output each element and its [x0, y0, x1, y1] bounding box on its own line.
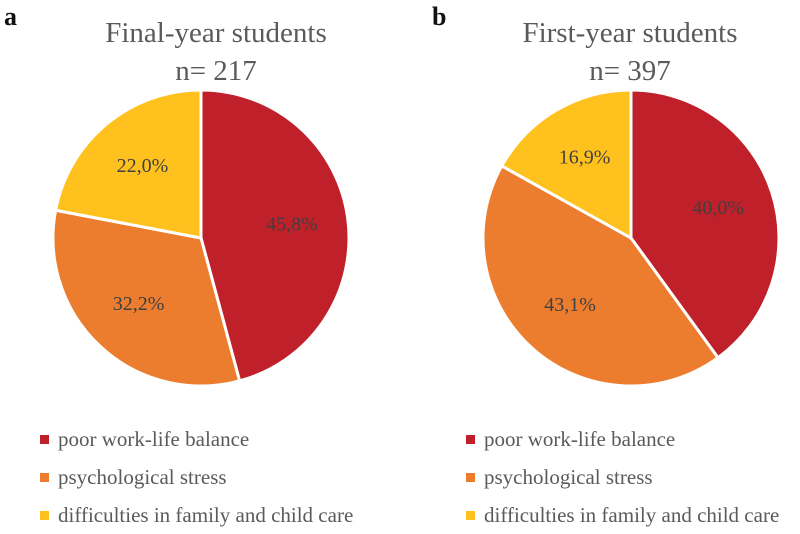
chart-sample-size: n= 397	[589, 55, 671, 87]
pie-data-label: 45,8%	[266, 214, 318, 236]
legend-item: psychological stress	[40, 458, 353, 496]
legend-swatch	[466, 472, 475, 482]
legend-b: poor work-life balance psychological str…	[466, 420, 779, 534]
pie-slice-2	[54, 88, 203, 240]
chart-sample-size: n= 217	[175, 55, 257, 87]
chart-title-text: Final-year students	[105, 17, 327, 49]
legend-label: poor work-life balance	[58, 426, 250, 451]
pie-chart-b: 40,0% 43,1% 16,9%	[481, 88, 781, 388]
legend-item: poor work-life balance	[40, 420, 353, 458]
chart-title: First-year students n= 397	[430, 14, 800, 90]
legend-item: difficulties in family and child care	[466, 496, 779, 534]
pie-data-label: 22,0%	[117, 155, 169, 177]
pie-chart-a: 45,8% 32,2% 22,0%	[51, 88, 351, 388]
legend-label: poor work-life balance	[484, 426, 676, 451]
panel-label: a	[4, 2, 17, 31]
pie-slice-1	[51, 208, 242, 388]
legend-item: poor work-life balance	[466, 420, 779, 458]
chart-panel-a: a Final-year students n= 217 45,8% 32,2% 2…	[0, 0, 400, 527]
legend-item: psychological stress	[466, 458, 779, 496]
legend-swatch	[466, 510, 475, 520]
pie-data-label: 40,0%	[692, 197, 744, 219]
legend-item: difficulties in family and child care	[40, 496, 353, 534]
legend-label: psychological stress	[484, 464, 653, 489]
legend-label: difficulties in family and child care	[58, 502, 354, 527]
pie-data-label: 43,1%	[544, 294, 596, 316]
legend-label: psychological stress	[58, 464, 227, 489]
chart-title-text: First-year students	[522, 17, 738, 49]
chart-title: Final-year students n= 217	[16, 14, 416, 90]
pie-slice-0	[199, 88, 351, 383]
pie-slice-2	[500, 88, 633, 240]
pie-data-label: 32,2%	[113, 293, 165, 315]
legend-swatch	[40, 472, 49, 482]
pie-slice-1	[481, 164, 720, 388]
pie-data-label: 16,9%	[559, 146, 611, 168]
legend-swatch	[40, 510, 49, 520]
legend-label: difficulties in family and child care	[484, 502, 780, 527]
legend-swatch	[40, 434, 49, 444]
legend-swatch	[466, 434, 475, 444]
pie-slice-0	[629, 88, 781, 360]
panel-label: b	[432, 2, 447, 31]
legend-a: poor work-life balance psychological str…	[40, 420, 353, 534]
chart-panel-b: b First-year students n= 397 40,0% 43,1% 1…	[400, 0, 800, 527]
